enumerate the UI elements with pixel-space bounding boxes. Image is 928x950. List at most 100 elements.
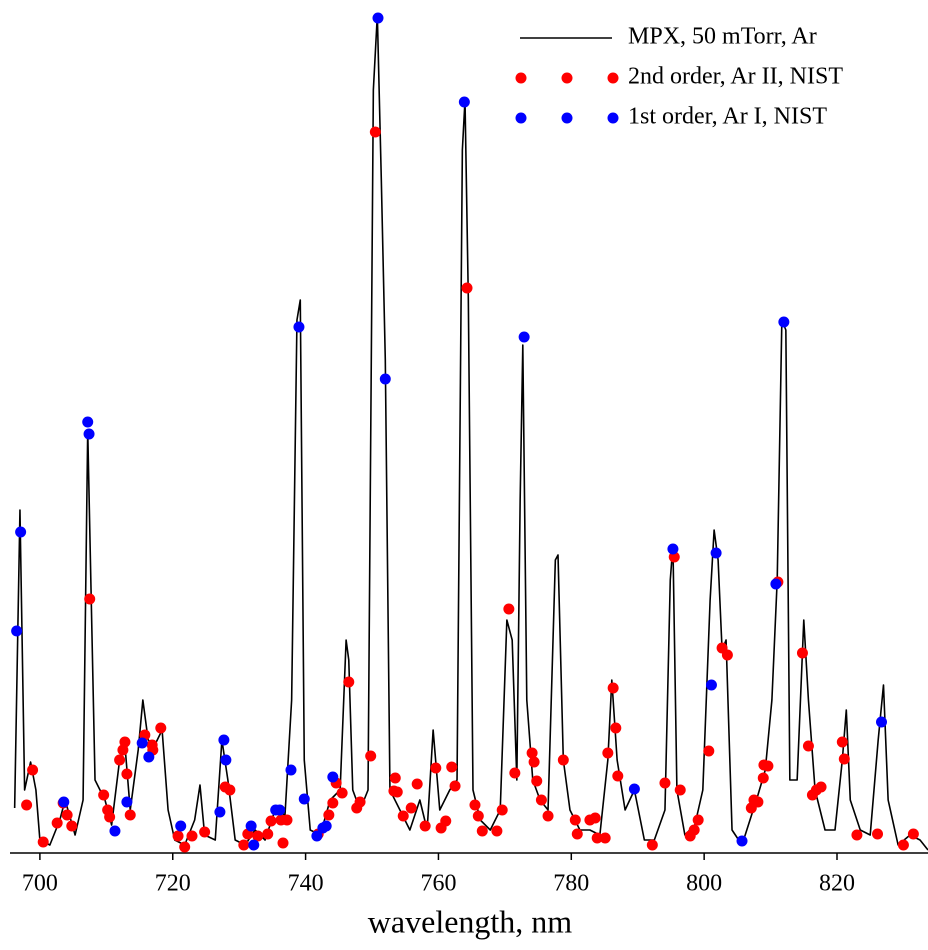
data-point — [440, 815, 452, 827]
data-point — [262, 828, 274, 840]
data-point — [84, 593, 96, 605]
data-point — [897, 839, 909, 851]
x-tick-label: 760 — [420, 871, 456, 897]
data-point — [705, 679, 717, 691]
x-tick-label: 820 — [819, 871, 855, 897]
legend-label: 1st order, Ar I, NIST — [628, 104, 827, 130]
data-point — [66, 820, 78, 832]
legend-label: MPX, 50 mTorr, Ar — [628, 24, 817, 50]
data-point — [503, 603, 515, 615]
data-point — [721, 649, 733, 661]
data-point — [397, 810, 409, 822]
data-point — [571, 828, 583, 840]
data-point — [612, 770, 624, 782]
data-point — [472, 810, 484, 822]
x-tick-label: 800 — [686, 871, 722, 897]
data-point — [796, 647, 808, 659]
data-point — [343, 676, 355, 688]
data-point — [119, 736, 131, 748]
data-point — [531, 775, 543, 787]
data-point — [659, 777, 671, 789]
data-point — [15, 526, 27, 538]
data-point — [528, 756, 540, 768]
data-point — [327, 797, 339, 809]
data-point — [365, 750, 377, 762]
data-point — [449, 780, 461, 792]
data-point — [836, 736, 848, 748]
x-axis-label: wavelength, nm — [368, 903, 573, 939]
data-point — [509, 767, 521, 779]
data-point — [175, 820, 187, 832]
data-point — [155, 722, 167, 734]
data-point — [411, 778, 423, 790]
data-point — [51, 817, 63, 829]
data-point — [674, 784, 686, 796]
data-point — [778, 316, 790, 328]
data-point — [336, 787, 348, 799]
data-point — [379, 373, 391, 385]
data-point — [121, 768, 133, 780]
data-point — [320, 820, 332, 832]
data-point — [703, 745, 715, 757]
data-point — [458, 96, 470, 108]
data-point — [736, 835, 748, 847]
data-point — [104, 811, 116, 823]
data-point — [535, 794, 547, 806]
data-point — [770, 578, 782, 590]
legend-marker — [607, 112, 619, 124]
x-tick-label: 780 — [553, 871, 589, 897]
data-point — [248, 839, 260, 851]
data-point — [293, 321, 305, 333]
data-point — [907, 828, 919, 840]
data-point — [265, 815, 277, 827]
data-point — [37, 836, 49, 848]
data-point — [281, 814, 293, 826]
data-point — [98, 789, 110, 801]
legend-marker — [561, 72, 573, 84]
legend-label: 2nd order, Ar II, NIST — [628, 64, 843, 90]
data-point — [518, 331, 530, 343]
data-point — [688, 824, 700, 836]
data-point — [391, 786, 403, 798]
legend-marker — [515, 112, 527, 124]
data-point — [710, 547, 722, 559]
data-point — [61, 809, 73, 821]
data-point — [121, 796, 133, 808]
data-point — [220, 754, 232, 766]
data-point — [311, 830, 323, 842]
data-point — [114, 754, 126, 766]
data-point — [82, 416, 94, 428]
data-point — [83, 428, 95, 440]
data-point — [607, 682, 619, 694]
data-point — [109, 825, 121, 837]
legend-marker — [561, 112, 573, 124]
data-point — [599, 832, 611, 844]
data-point — [245, 820, 257, 832]
data-point — [628, 783, 640, 795]
spectrum-line — [13, 14, 928, 851]
data-point — [277, 837, 289, 849]
x-tick-label: 720 — [155, 871, 191, 897]
data-point — [218, 734, 230, 746]
data-point — [667, 543, 679, 555]
data-point — [491, 825, 503, 837]
data-point — [557, 754, 569, 766]
data-point — [872, 828, 884, 840]
data-point — [186, 830, 198, 842]
data-point — [143, 751, 155, 763]
data-point — [692, 814, 704, 826]
data-point — [476, 825, 488, 837]
data-point — [11, 625, 23, 637]
data-point — [172, 830, 184, 842]
legend-marker — [607, 72, 619, 84]
data-point — [179, 841, 191, 853]
data-point — [802, 740, 814, 752]
data-point — [136, 737, 148, 749]
data-point — [199, 826, 211, 838]
data-point — [646, 839, 658, 851]
data-point — [252, 830, 264, 842]
data-point — [430, 762, 442, 774]
data-point — [757, 772, 769, 784]
data-point — [591, 832, 603, 844]
